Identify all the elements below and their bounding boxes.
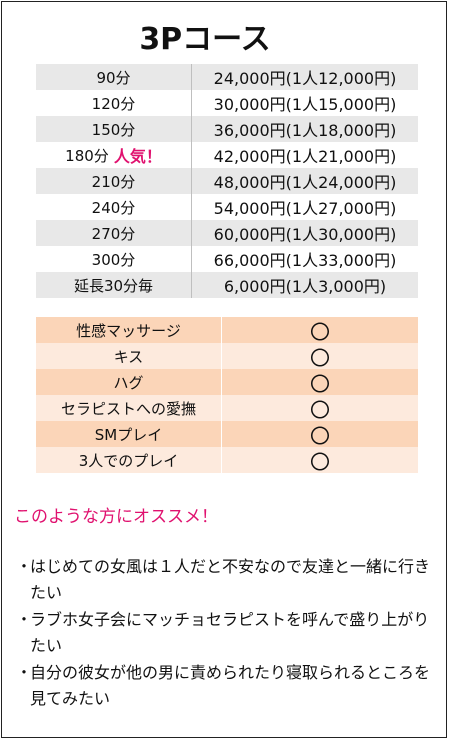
option-row: SMプレイ 〇	[36, 421, 418, 448]
option-row: セラピストへの愛撫 〇	[36, 395, 418, 422]
popular-badge: 人気！	[113, 147, 162, 166]
price-cell: 36,000円(1人18,000円)	[213, 121, 397, 140]
duration-label: 240分	[91, 198, 136, 217]
option-name: キス	[36, 343, 222, 369]
duration-cell: 240分	[36, 194, 192, 220]
list-item: ・ はじめての女風は１人だと不安なので友達と一緒に行きたい	[16, 554, 436, 606]
list-item-text: 自分の彼女が他の男に責められたり寝取られるところを見てみたい	[30, 663, 431, 708]
list-item-text: はじめての女風は１人だと不安なので友達と一緒に行きたい	[30, 557, 431, 602]
bullet: ・	[16, 557, 33, 576]
price-row: 150分 36,000円(1人18,000円)	[36, 116, 418, 142]
option-table: 性感マッサージ 〇 キス 〇 ハグ 〇 セラピストへの愛撫 〇 SMプレイ 〇 …	[36, 317, 418, 474]
price-row: 120分 30,000円(1人15,000円)	[36, 90, 418, 116]
price-row: 300分 66,000円(1人33,000円)	[36, 246, 418, 272]
duration-label: 120分	[91, 94, 136, 113]
duration-label: 90分	[96, 68, 131, 87]
price-row: 90分 24,000円(1人12,000円)	[36, 64, 418, 90]
price-table: 90分 24,000円(1人12,000円) 120分 30,000円(1人15…	[36, 64, 418, 298]
duration-cell: 180分 人気！	[36, 142, 192, 168]
available-circle-icon: 〇	[310, 449, 330, 474]
price-cell: 66,000円(1人33,000円)	[213, 251, 397, 270]
option-row: 性感マッサージ 〇	[36, 317, 418, 344]
price-cell: 6,000円(1人3,000円)	[223, 277, 387, 296]
list-item: ・ ラブホ女子会にマッチョセラピストを呼んで盛り上がりたい	[16, 607, 436, 659]
available-circle-icon: 〇	[310, 397, 330, 422]
option-name: 3人でのプレイ	[36, 447, 222, 473]
available-circle-icon: 〇	[310, 345, 330, 370]
duration-cell: 210分	[36, 168, 192, 194]
option-row: キス 〇	[36, 343, 418, 370]
list-item: ・ 自分の彼女が他の男に責められたり寝取られるところを見てみたい	[16, 660, 436, 712]
recommend-heading: このような方にオススメ！	[14, 507, 218, 527]
duration-label: 300分	[91, 250, 136, 269]
price-cell: 60,000円(1人30,000円)	[213, 225, 397, 244]
bullet: ・	[16, 610, 33, 629]
available-circle-icon: 〇	[310, 319, 330, 344]
available-circle-icon: 〇	[310, 371, 330, 396]
price-cell: 42,000円(1人21,000円)	[213, 147, 397, 166]
duration-cell: 270分	[36, 220, 192, 246]
option-name: ハグ	[36, 369, 222, 395]
available-circle-icon: 〇	[310, 423, 330, 448]
duration-label: 210分	[91, 172, 136, 191]
bullet: ・	[16, 663, 33, 682]
duration-label: 270分	[91, 224, 136, 243]
option-row: 3人でのプレイ 〇	[36, 447, 418, 474]
list-item-text: ラブホ女子会にマッチョセラピストを呼んで盛り上がりたい	[30, 610, 430, 655]
price-cell: 24,000円(1人12,000円)	[213, 69, 397, 88]
option-name: SMプレイ	[36, 421, 222, 447]
option-name: 性感マッサージ	[36, 317, 222, 343]
duration-cell: 120分	[36, 90, 192, 116]
duration-cell: 90分	[36, 64, 192, 90]
price-row: 210分 48,000円(1人24,000円)	[36, 168, 418, 194]
duration-label: 180分	[65, 146, 109, 165]
price-row: 180分 人気！ 42,000円(1人21,000円)	[36, 142, 418, 168]
duration-label: 150分	[91, 120, 136, 139]
price-row: 270分 60,000円(1人30,000円)	[36, 220, 418, 246]
price-cell: 30,000円(1人15,000円)	[213, 95, 397, 114]
price-row: 240分 54,000円(1人27,000円)	[36, 194, 418, 220]
option-name: セラピストへの愛撫	[36, 395, 222, 421]
price-row: 延長30分毎 6,000円(1人3,000円)	[36, 272, 418, 298]
option-row: ハグ 〇	[36, 369, 418, 396]
price-cell: 48,000円(1人24,000円)	[213, 173, 397, 192]
recommend-list: ・ はじめての女風は１人だと不安なので友達と一緒に行きたい ・ ラブホ女子会にマ…	[16, 554, 436, 713]
course-title: 3Pコース	[139, 22, 271, 57]
price-cell: 54,000円(1人27,000円)	[213, 199, 397, 218]
duration-cell: 延長30分毎	[36, 272, 192, 298]
duration-cell: 300分	[36, 246, 192, 272]
duration-cell: 150分	[36, 116, 192, 142]
duration-label: 延長30分毎	[73, 276, 154, 295]
